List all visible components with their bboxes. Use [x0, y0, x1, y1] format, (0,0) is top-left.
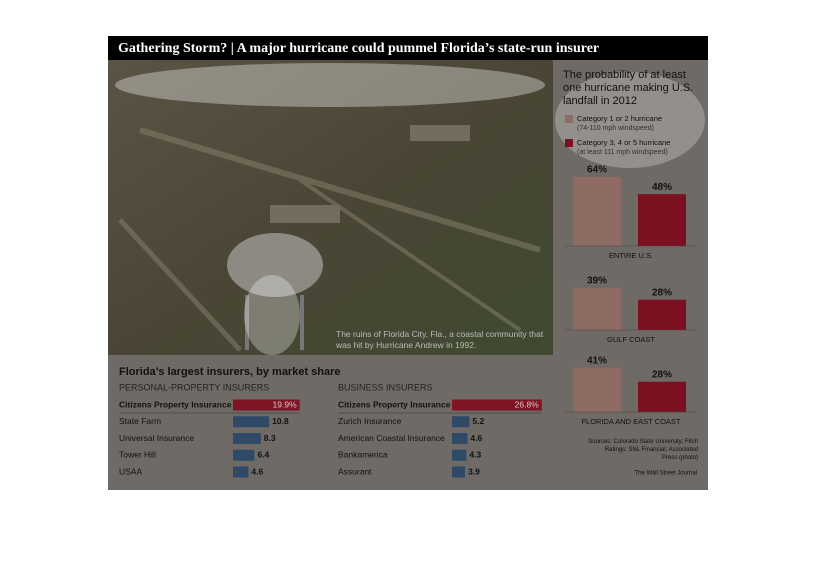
bar	[573, 367, 621, 412]
bar	[452, 466, 466, 478]
value-label: 26.8%	[515, 399, 540, 409]
row-label: American Coastal Insurance	[338, 433, 445, 443]
legend-swatch	[565, 139, 573, 147]
bar	[638, 381, 686, 412]
bar	[452, 399, 542, 411]
row-label: Tower Hill	[119, 450, 156, 460]
bar	[573, 287, 621, 330]
bar	[233, 399, 300, 411]
bar	[233, 416, 270, 428]
legend-note: (74-110 mph windspeed)	[577, 125, 654, 132]
value-label: 6.4	[257, 450, 269, 460]
bar	[573, 176, 621, 246]
chart-title: The probability of at least one hurrican…	[563, 69, 694, 107]
value-label: 48%	[652, 182, 672, 193]
highlight	[115, 63, 545, 107]
value-label: 4.6	[251, 466, 263, 476]
highlight	[555, 72, 705, 168]
value-label: 28%	[652, 287, 672, 298]
category-label: FLORIDA AND EAST COAST	[581, 417, 680, 426]
row-label: Citizens Property Insurance	[338, 399, 451, 409]
value-label: 4.6	[470, 433, 482, 443]
subtitle: PERSONAL-PROPERTY INSURERS	[119, 382, 269, 392]
value-label: 64%	[587, 165, 607, 176]
legend-note: (at least 111 mph windspeed)	[577, 149, 668, 156]
credit: The Wall Street Journal	[635, 471, 697, 477]
row-label: Universal Insurance	[119, 433, 194, 443]
row-label: State Farm	[119, 416, 161, 426]
value-label: 4.3	[469, 450, 481, 460]
title: Gathering Storm? | A major hurricane cou…	[118, 41, 599, 56]
subtitle: BUSINESS INSURERS	[338, 382, 433, 392]
bar	[233, 449, 255, 461]
legend-label: Category 1 or 2 hurricane	[577, 114, 662, 123]
value-label: 10.8	[272, 416, 289, 426]
bar	[452, 449, 467, 461]
value-label: 39%	[587, 276, 607, 287]
water-tower	[227, 233, 323, 350]
category-label: ENTIRE U.S.	[609, 251, 653, 260]
value-label: 41%	[587, 355, 607, 366]
bar	[452, 416, 470, 428]
category-label: GULF COAST	[607, 335, 655, 344]
row-label: Assurant	[338, 466, 372, 476]
value-label: 28%	[652, 369, 672, 380]
value-label: 5.2	[472, 416, 484, 426]
title-bar	[108, 36, 708, 60]
photo-detail	[118, 125, 541, 352]
bar	[233, 466, 249, 478]
highlight	[244, 275, 300, 355]
insurers-title: Florida’s largest insurers, by market sh…	[119, 366, 341, 378]
value-label: 19.9%	[273, 399, 298, 409]
row-label: Bankamerica	[338, 450, 388, 460]
photo-caption: The ruins of Florida City, Fla., a coast…	[336, 329, 544, 350]
bar	[638, 299, 686, 330]
legend-swatch	[565, 115, 573, 123]
bar	[452, 433, 468, 444]
sources: Sources: Colorado State University; Fitc…	[588, 439, 698, 461]
bar	[233, 433, 261, 444]
value-label: 8.3	[264, 433, 276, 443]
value-label: 3.9	[468, 466, 480, 476]
row-label: Citizens Property Insurance	[119, 399, 232, 409]
legend-label: Category 3, 4 or 5 hurricane	[577, 138, 670, 147]
row-label: Zurich Insurance	[338, 416, 402, 426]
bar	[638, 194, 686, 246]
row-label: USAA	[119, 466, 142, 476]
